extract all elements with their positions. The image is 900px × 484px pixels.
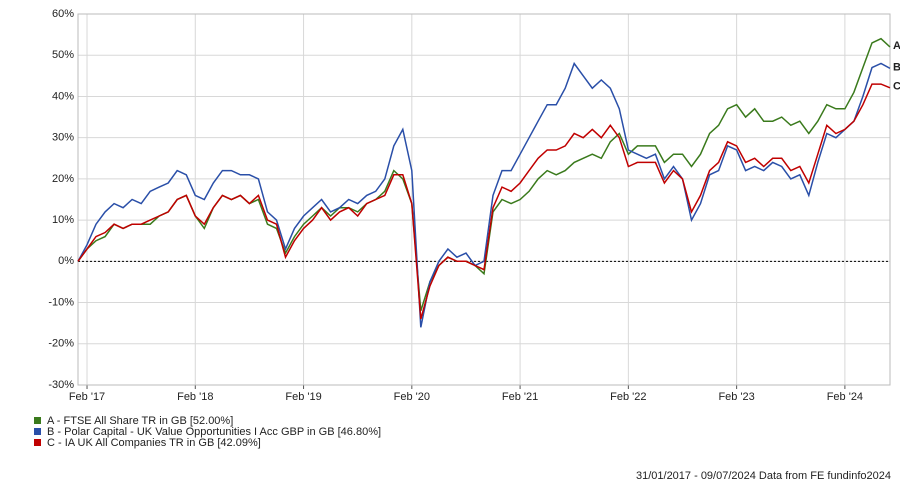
series-line [77,83,891,320]
x-tick-label: Feb '21 [502,391,538,403]
y-tick-label: 30% [52,132,74,144]
y-tick-label: -20% [48,338,74,350]
y-tick-label: -30% [48,379,74,391]
plot-frame [77,13,891,386]
y-tick-label: 0% [58,255,74,267]
x-tick-label: Feb '17 [69,391,105,403]
end-label: C [893,81,900,93]
x-tick-label: Feb '20 [394,391,430,403]
end-label: A [893,40,900,52]
legend-swatch [34,417,41,424]
legend-label: C - IA UK All Companies TR in GB [42.09%… [47,437,261,449]
legend-label: A - FTSE All Share TR in GB [52.00%] [47,415,233,427]
y-tick-label: 60% [52,8,74,20]
x-tick-label: Feb '18 [177,391,213,403]
y-tick-label: 20% [52,173,74,185]
y-tick-label: 50% [52,49,74,61]
y-tick-label: -10% [48,296,74,308]
end-label: B [893,61,900,73]
y-tick-label: 10% [52,214,74,226]
x-tick-label: Feb '23 [718,391,754,403]
y-tick-label: 40% [52,90,74,102]
x-tick-label: Feb '22 [610,391,646,403]
footnote: 31/01/2017 - 09/07/2024 Data from FE fun… [636,470,891,482]
x-tick-label: Feb '19 [285,391,321,403]
legend-label: B - Polar Capital - UK Value Opportuniti… [47,426,381,438]
x-tick-label: Feb '24 [827,391,863,403]
series-line [77,61,891,328]
legend-swatch [34,428,41,435]
legend-swatch [34,439,41,446]
